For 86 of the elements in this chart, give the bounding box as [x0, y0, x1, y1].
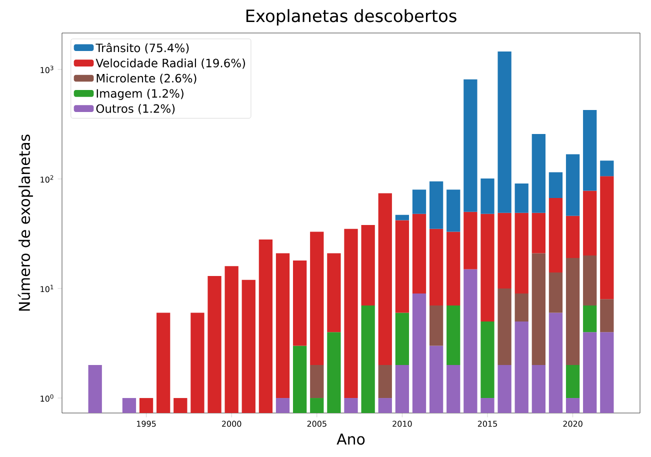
- bar: [88, 365, 102, 413]
- bar: [532, 134, 546, 213]
- bar: [395, 312, 410, 366]
- legend-label: Trânsito (75.4%): [96, 42, 189, 54]
- bar: [532, 253, 546, 366]
- bar: [310, 398, 324, 413]
- bar: [464, 269, 478, 413]
- bar: [464, 212, 478, 270]
- bar: [258, 240, 273, 413]
- bar: [242, 280, 256, 413]
- bar: [548, 312, 563, 413]
- bar: [464, 79, 478, 212]
- bar: [600, 160, 614, 176]
- bar: [583, 332, 597, 413]
- legend-label: Microlente (2.6%): [96, 74, 196, 84]
- bar: [532, 365, 546, 413]
- bar: [548, 172, 563, 198]
- bar: [412, 190, 426, 214]
- bar: [446, 190, 460, 232]
- bar: [514, 294, 528, 322]
- bar: [378, 193, 392, 366]
- bar: [208, 276, 222, 413]
- bar: [583, 110, 597, 191]
- bar: [276, 398, 290, 413]
- bar: [429, 346, 444, 413]
- bar: [361, 224, 375, 306]
- bar: [122, 398, 136, 413]
- bar: [566, 216, 580, 258]
- bar: [310, 365, 324, 398]
- bar: [327, 253, 341, 332]
- bar: [361, 305, 375, 413]
- bar: [480, 214, 494, 322]
- bar: [566, 398, 580, 413]
- bar: [446, 365, 460, 413]
- bar: [514, 321, 528, 413]
- bar: [293, 260, 307, 346]
- bar: [395, 365, 410, 413]
- bar: [548, 272, 563, 313]
- bar: [429, 305, 444, 346]
- bar: [583, 190, 597, 256]
- x-axis-title: Ano: [336, 434, 365, 445]
- bar: [480, 321, 494, 398]
- bar: [498, 365, 512, 413]
- bar: [344, 228, 358, 398]
- legend-label: Outros (1.2%): [96, 104, 175, 114]
- bar: [446, 232, 460, 306]
- bar: [378, 365, 392, 398]
- bar: [480, 398, 494, 413]
- bar: [600, 299, 614, 332]
- bar: [532, 212, 546, 254]
- chart-title: Exoplanetas descobertos: [246, 9, 456, 26]
- bar: [190, 312, 204, 413]
- bar: [429, 181, 444, 229]
- bar: [583, 305, 597, 332]
- bar: [378, 398, 392, 413]
- bar: [293, 346, 307, 413]
- legend-label: Imagem (1.2%): [96, 88, 184, 100]
- bar: [429, 228, 444, 306]
- bar: [174, 398, 188, 413]
- bar: [412, 214, 426, 294]
- bar: [276, 253, 290, 398]
- bar: [156, 312, 170, 413]
- bar: [395, 214, 410, 220]
- bar: [446, 305, 460, 366]
- bar: [566, 365, 580, 398]
- bar: [514, 183, 528, 213]
- bar: [498, 212, 512, 288]
- bar: [327, 332, 341, 413]
- y-axis-title: Número de exoplanetas: [18, 134, 33, 311]
- bar: [480, 178, 494, 214]
- bar: [566, 154, 580, 216]
- bar: [412, 294, 426, 413]
- bar: [310, 232, 324, 366]
- bar: [548, 198, 563, 272]
- bar: [344, 398, 358, 413]
- bar: [139, 398, 154, 413]
- bar: [600, 332, 614, 413]
- bar: [566, 258, 580, 366]
- legend-label: Velocidade Radial (19.6%): [96, 58, 246, 69]
- bar: [224, 266, 238, 413]
- bar: [395, 220, 410, 313]
- bar: [498, 288, 512, 366]
- bar: [600, 176, 614, 300]
- bar: [514, 212, 528, 294]
- bar: [583, 256, 597, 306]
- bar: [498, 51, 512, 213]
